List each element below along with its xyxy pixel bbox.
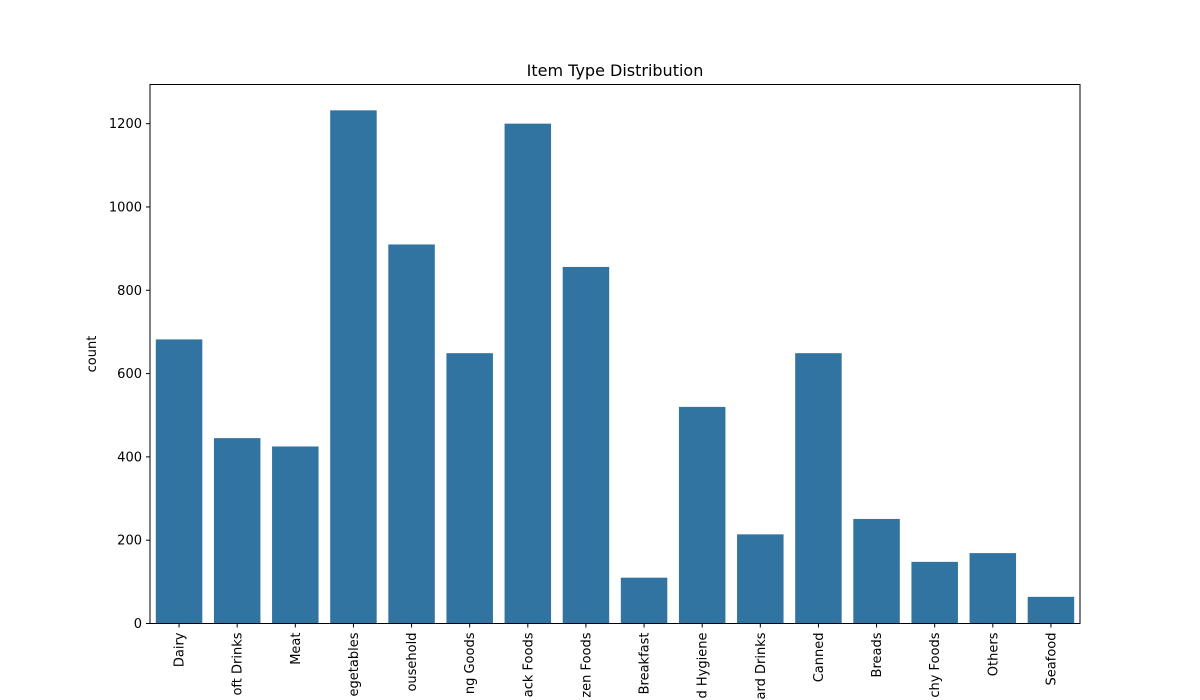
y-tick-label-5: 1000 (109, 200, 142, 215)
y-tick-label-6: 1200 (109, 117, 142, 132)
x-tick-label-11: Canned (812, 633, 827, 683)
bar-10 (737, 534, 784, 624)
bar-6 (504, 123, 552, 624)
bar-0 (155, 339, 203, 624)
plot-area-frame (149, 84, 1081, 624)
x-tick-label-2: Meat (289, 633, 304, 665)
bar-4 (388, 244, 435, 624)
bar-9 (678, 406, 726, 624)
bar-5 (446, 353, 493, 624)
x-tick-label-5: ng Goods (463, 632, 478, 694)
bar-3 (330, 110, 377, 624)
y-tick-label-1: 200 (117, 534, 142, 549)
y-tick-label-4: 800 (117, 284, 142, 299)
x-tick-label-10: ard Drinks (754, 632, 769, 699)
bar-13 (911, 561, 958, 624)
x-tick-label-4: ousehold (405, 633, 420, 692)
x-tick-label-3: egetables (347, 632, 362, 696)
x-tick-label-8: Breakfast (638, 633, 653, 695)
x-axis-ticks: Dairy oft Drinks Meat egetables ousehold ng G… (173, 623, 1059, 699)
x-tick-label-9: d Hygiene (696, 632, 711, 698)
bar-15 (1027, 596, 1075, 624)
bar-8 (620, 577, 668, 624)
y-axis-label: count (85, 336, 100, 373)
y-tick-label-0: 0 (134, 617, 142, 632)
bar-14 (969, 553, 1017, 624)
x-tick-label-6: ack Foods (521, 632, 536, 697)
y-tick-label-3: 600 (117, 367, 142, 382)
x-tick-label-1: oft Drinks (231, 632, 246, 695)
bar-1 (213, 438, 261, 624)
x-tick-label-12: Breads (870, 632, 885, 677)
chart-title: Item Type Distribution (527, 61, 704, 80)
bars-group (155, 110, 1075, 624)
x-tick-label-13: chy Foods (928, 632, 943, 697)
y-tick-label-2: 400 (117, 450, 142, 465)
bar-7 (562, 266, 610, 624)
y-axis-ticks: 0 200 400 600 800 1000 1200 (109, 117, 150, 632)
x-tick-label-15: Seafood (1044, 633, 1059, 686)
bar-2 (272, 446, 319, 624)
x-tick-label-14: Others (986, 632, 1001, 676)
bar-12 (853, 518, 900, 624)
bar-11 (795, 353, 842, 624)
x-tick-label-7: zen Foods (579, 632, 594, 697)
x-tick-label-0: Dairy (173, 632, 188, 667)
